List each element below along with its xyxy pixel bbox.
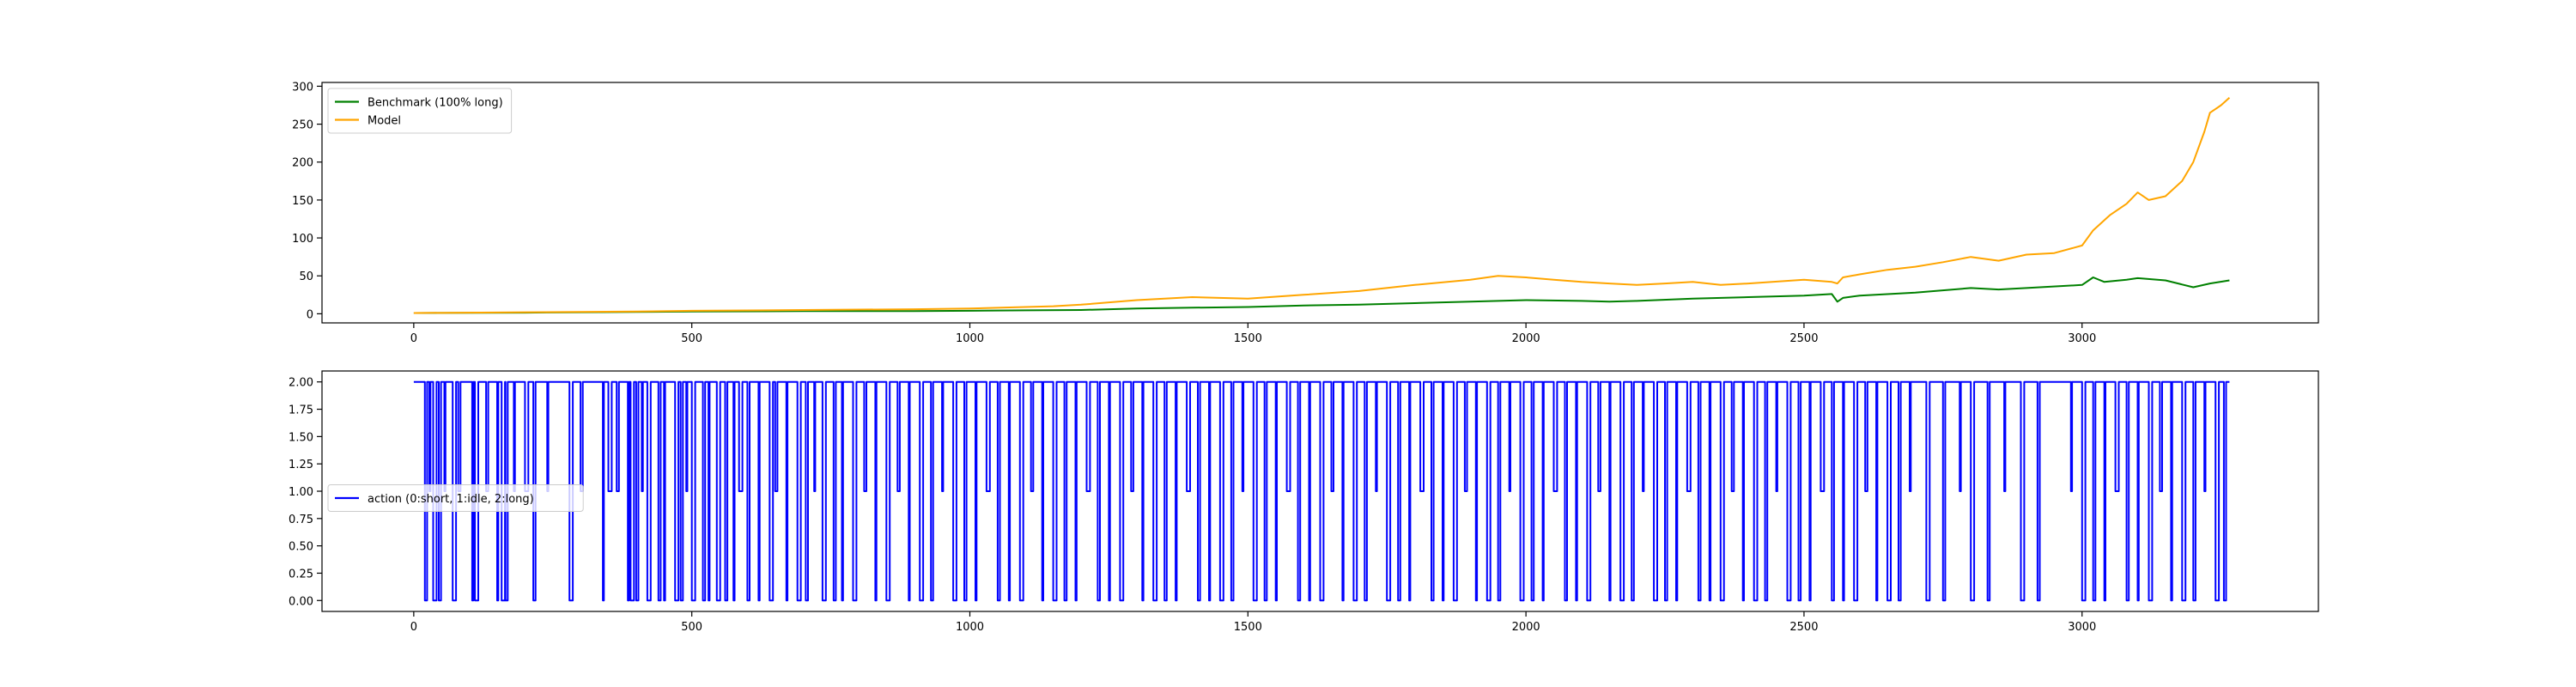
x-tick-label: 2500 [1789, 332, 1818, 345]
x-tick-label: 0 [410, 621, 417, 634]
y-tick-label: 2.00 [289, 377, 313, 390]
x-tick-label: 3000 [2068, 332, 2096, 345]
y-tick-label: 0.50 [289, 541, 313, 554]
y-tick-label: 300 [292, 81, 313, 94]
y-tick-label: 250 [292, 119, 313, 132]
x-tick-label: 2000 [1512, 332, 1540, 345]
x-tick-label: 0 [410, 332, 417, 345]
y-tick-label: 0 [307, 308, 313, 321]
x-tick-label: 500 [681, 332, 702, 345]
x-tick-label: 500 [681, 621, 702, 634]
x-tick-label: 1500 [1234, 621, 1262, 634]
y-tick-label: 1.25 [289, 459, 313, 471]
y-tick-label: 0.75 [289, 514, 313, 526]
x-tick-label: 2500 [1789, 621, 1818, 634]
legend-label: Model [368, 115, 401, 128]
y-tick-label: 50 [299, 271, 313, 283]
y-tick-label: 0.00 [289, 595, 313, 608]
y-tick-label: 100 [292, 233, 313, 246]
y-tick-label: 0.25 [289, 568, 313, 581]
x-tick-label: 1500 [1234, 332, 1262, 345]
y-tick-label: 1.50 [289, 431, 313, 444]
y-tick-label: 150 [292, 195, 313, 208]
y-tick-label: 1.00 [289, 486, 313, 499]
x-tick-label: 3000 [2068, 621, 2096, 634]
x-tick-label: 2000 [1512, 621, 1540, 634]
legend-label: action (0:short, 1:idle, 2:long) [368, 493, 534, 506]
x-tick-label: 1000 [956, 332, 984, 345]
legend-box [328, 88, 512, 133]
y-tick-label: 200 [292, 157, 313, 170]
y-tick-label: 1.75 [289, 404, 313, 417]
x-tick-label: 1000 [956, 621, 984, 634]
legend-label: Benchmark (100% long) [368, 97, 503, 110]
